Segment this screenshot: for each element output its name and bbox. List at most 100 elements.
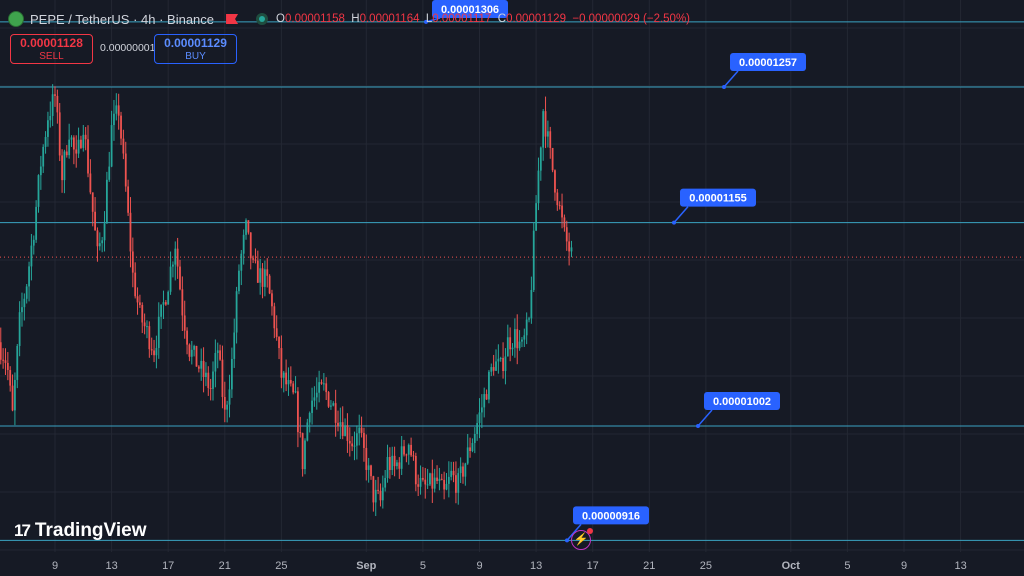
candle-body xyxy=(280,348,283,378)
candle xyxy=(464,462,467,486)
candle xyxy=(122,129,125,160)
candle xyxy=(207,366,210,396)
x-tick-label: 13 xyxy=(954,560,966,572)
candle xyxy=(318,370,321,403)
candle-body xyxy=(139,302,141,305)
candle xyxy=(134,262,137,299)
candle-body xyxy=(455,475,457,493)
candle xyxy=(521,337,523,348)
candle-body xyxy=(301,433,304,470)
candle-body xyxy=(490,367,493,372)
symbol-title[interactable]: PEPE / TetherUS · 4h · Binance xyxy=(30,11,215,27)
candle-body xyxy=(433,477,436,489)
candle-body xyxy=(384,477,387,488)
candle xyxy=(459,457,462,484)
candle xyxy=(440,473,443,481)
candle xyxy=(98,232,101,251)
candle xyxy=(308,411,311,433)
candle xyxy=(546,120,549,148)
level-label[interactable]: 0.00000916 xyxy=(565,506,649,543)
ohlc-readout: O0.00001158 H0.00001164 L0.00001117 C0.0… xyxy=(276,13,691,25)
candle xyxy=(238,264,240,295)
level-label-text: 0.00001155 xyxy=(689,193,747,205)
candle-body xyxy=(469,447,471,452)
level-label-pointer xyxy=(673,206,689,224)
buy-button[interactable]: 0.00001129 BUY xyxy=(154,34,237,64)
candle-body xyxy=(398,462,401,469)
candle-body xyxy=(261,268,264,287)
candle xyxy=(249,232,252,270)
candle-body xyxy=(9,370,12,386)
candle-body xyxy=(212,371,214,389)
candle xyxy=(68,123,71,159)
sell-button[interactable]: 0.00001128 SELL xyxy=(10,34,93,64)
market-status-icon xyxy=(256,13,269,25)
candle-body xyxy=(202,360,205,377)
candle-body xyxy=(565,227,568,242)
candle-body xyxy=(134,272,137,297)
x-tick-label: 9 xyxy=(476,560,482,572)
candle xyxy=(344,418,346,437)
candle-body xyxy=(127,186,130,213)
candle-body xyxy=(113,113,115,126)
candle-body xyxy=(183,315,186,331)
candle xyxy=(259,258,262,295)
level-label[interactable]: 0.00001155 xyxy=(672,188,756,225)
candle-body xyxy=(209,387,212,389)
candle-body xyxy=(245,220,247,235)
candle xyxy=(205,362,207,387)
candle-body xyxy=(337,422,339,427)
candle xyxy=(363,427,365,462)
candle-body xyxy=(546,131,549,137)
candle-body xyxy=(96,230,99,247)
candle-body xyxy=(344,425,346,436)
candle xyxy=(398,457,401,479)
candle-body xyxy=(391,455,394,470)
candle xyxy=(476,414,479,441)
candle-body xyxy=(259,268,262,283)
candle-body xyxy=(110,125,113,167)
candle-body xyxy=(537,170,540,204)
tradingview-wordmark: TradingView xyxy=(34,520,147,541)
candle xyxy=(268,274,271,295)
level-label[interactable]: 0.00001002 xyxy=(696,391,780,428)
candle-body xyxy=(240,253,243,271)
candle xyxy=(523,328,526,347)
flag-icon[interactable] xyxy=(226,14,239,24)
candle-body xyxy=(117,105,120,116)
candle xyxy=(334,389,337,437)
candle-body xyxy=(322,383,325,385)
candle-body xyxy=(539,147,542,171)
level-label-box xyxy=(680,188,756,207)
candle-body xyxy=(363,432,365,448)
candle-body xyxy=(473,433,476,443)
candle-body xyxy=(327,392,330,407)
candle xyxy=(11,374,14,412)
candle-body xyxy=(443,479,446,490)
candle xyxy=(275,315,278,341)
candle-body xyxy=(37,175,40,207)
candle xyxy=(77,127,80,158)
candle-body xyxy=(478,412,481,424)
level-label[interactable]: 0.00001257 xyxy=(722,53,806,89)
close-value: 0.00001129 xyxy=(506,13,566,25)
candle-body xyxy=(299,432,302,434)
candle xyxy=(339,407,342,439)
candle xyxy=(292,380,295,395)
candle xyxy=(506,324,509,357)
candle-body xyxy=(32,239,35,246)
candle xyxy=(110,110,113,168)
candle-body xyxy=(84,134,87,140)
candle xyxy=(365,434,368,481)
candle xyxy=(219,344,221,361)
candle-body xyxy=(440,478,443,480)
lightning-icon[interactable]: ⚡ xyxy=(571,528,593,550)
level-label[interactable]: 0.00001306 xyxy=(424,0,508,24)
candle xyxy=(407,443,410,465)
candle xyxy=(466,434,469,465)
candle xyxy=(393,446,396,477)
candle xyxy=(183,300,186,339)
candle xyxy=(23,293,26,321)
candle xyxy=(197,365,200,373)
